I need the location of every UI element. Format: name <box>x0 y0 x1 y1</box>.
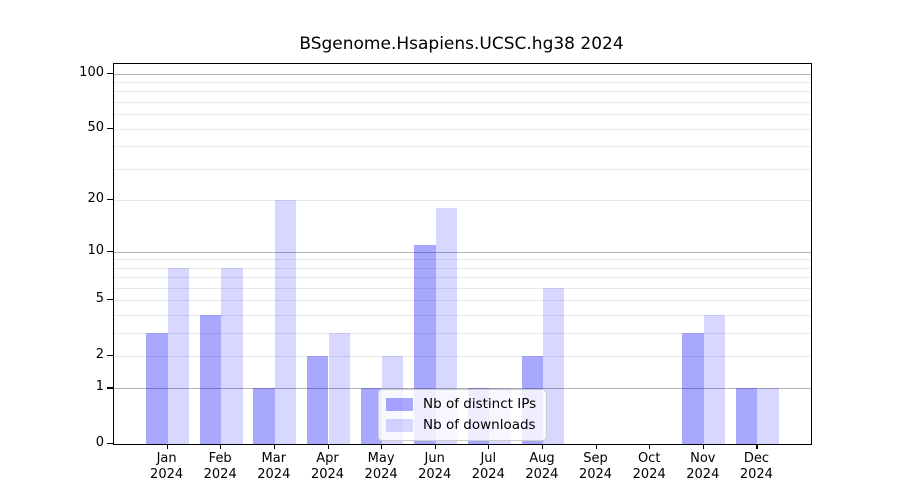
y-tick-10 <box>107 250 113 252</box>
x-tick-aug <box>541 444 544 449</box>
bar-downloads-aug <box>542 287 565 444</box>
y-tick-20 <box>107 198 113 200</box>
gridline-4 <box>114 314 811 316</box>
bar-distinct-ips-mar <box>253 388 275 444</box>
legend-label-distinct-ips: Nb of distinct IPs <box>423 396 537 412</box>
gridline-30 <box>114 168 811 170</box>
bar-distinct-ips-jan <box>146 332 168 444</box>
x-tick-may <box>381 444 383 449</box>
gridline-60 <box>114 114 811 116</box>
x-tick-label-jan: Jan 2024 <box>150 451 184 482</box>
legend-label-downloads: Nb of downloads <box>423 417 536 433</box>
x-tick-label-apr: Apr 2024 <box>310 451 345 482</box>
x-tick-feb <box>220 444 222 449</box>
gridline-90 <box>114 82 811 84</box>
x-tick-label-aug: Aug 2024 <box>525 451 559 482</box>
x-tick-label-mar: Mar 2024 <box>257 451 291 482</box>
x-tick-nov <box>702 444 704 449</box>
y-tick-5 <box>107 299 113 301</box>
x-tick-label-feb: Feb 2024 <box>203 451 237 482</box>
x-tick-label-oct: Oct 2024 <box>632 451 666 482</box>
x-tick-sep <box>595 444 597 449</box>
x-tick-label-may: May 2024 <box>364 451 398 482</box>
y-tick-1 <box>107 387 113 389</box>
gridline-100 <box>114 73 811 75</box>
x-tick-label-sep: Sep 2024 <box>578 451 613 482</box>
gridline-20 <box>114 199 811 201</box>
bar-downloads-jan <box>167 267 189 444</box>
bar-downloads-nov <box>703 314 726 444</box>
x-tick-jan <box>166 444 168 449</box>
gridline-7 <box>114 277 811 279</box>
bar-downloads-feb <box>221 267 243 444</box>
y-tick-100 <box>107 72 113 74</box>
bar-distinct-ips-apr <box>307 355 329 444</box>
gridline-50 <box>114 128 811 130</box>
legend-swatch-downloads-icon <box>386 419 413 432</box>
bar-distinct-ips-may <box>360 388 382 444</box>
bar-downloads-dec <box>757 388 779 444</box>
x-tick-label-jul: Jul 2024 <box>471 451 505 482</box>
bar-downloads-jun <box>435 207 458 444</box>
y-tick-label-5: 5 <box>95 291 104 307</box>
x-tick-jul <box>488 444 490 449</box>
x-tick-oct <box>649 444 651 449</box>
gridline-5 <box>114 300 811 302</box>
y-tick-label-2: 2 <box>95 346 104 362</box>
bar-distinct-ips-feb <box>199 314 222 444</box>
y-tick-label-0: 0 <box>95 435 104 450</box>
gridline-80 <box>114 91 811 93</box>
y-tick-0 <box>107 443 113 445</box>
y-tick-50 <box>107 127 113 129</box>
gridline-3 <box>114 332 811 334</box>
y-tick-label-100: 100 <box>79 64 104 80</box>
bar-downloads-apr <box>328 332 350 444</box>
gridline-1 <box>114 388 811 390</box>
x-tick-mar <box>273 444 275 449</box>
x-tick-label-dec: Dec 2024 <box>739 451 773 482</box>
y-tick-label-1: 1 <box>95 379 104 395</box>
chart-title: BSgenome.Hsapiens.UCSC.hg38 2024 <box>299 34 624 54</box>
bar-distinct-ips-nov <box>682 332 704 444</box>
gridline-70 <box>114 102 811 103</box>
bar-downloads-mar <box>274 199 297 444</box>
x-tick-jun <box>434 444 436 449</box>
legend: Nb of distinct IPs Nb of downloads <box>378 389 548 441</box>
x-tick-dec <box>756 444 758 449</box>
y-tick-2 <box>107 354 113 357</box>
y-tick-label-20: 20 <box>87 190 104 206</box>
gridline-10 <box>114 251 811 253</box>
gridline-9 <box>114 259 811 261</box>
x-tick-label-nov: Nov 2024 <box>686 451 720 482</box>
legend-item-downloads: Nb of downloads <box>386 418 536 433</box>
x-tick-apr <box>327 444 329 449</box>
plot-area: Nb of distinct IPs Nb of downloads <box>113 63 812 445</box>
gridline-6 <box>114 287 811 289</box>
x-tick-label-jun: Jun 2024 <box>418 451 452 482</box>
gridline-40 <box>114 146 811 147</box>
legend-swatch-distinct-ips-icon <box>386 398 413 411</box>
legend-item-distinct-ips: Nb of distinct IPs <box>386 397 536 412</box>
y-tick-label-10: 10 <box>87 242 104 258</box>
y-tick-label-50: 50 <box>87 119 104 135</box>
gridline-8 <box>114 267 811 269</box>
bar-distinct-ips-dec <box>735 388 758 444</box>
gridline-2 <box>114 355 811 357</box>
